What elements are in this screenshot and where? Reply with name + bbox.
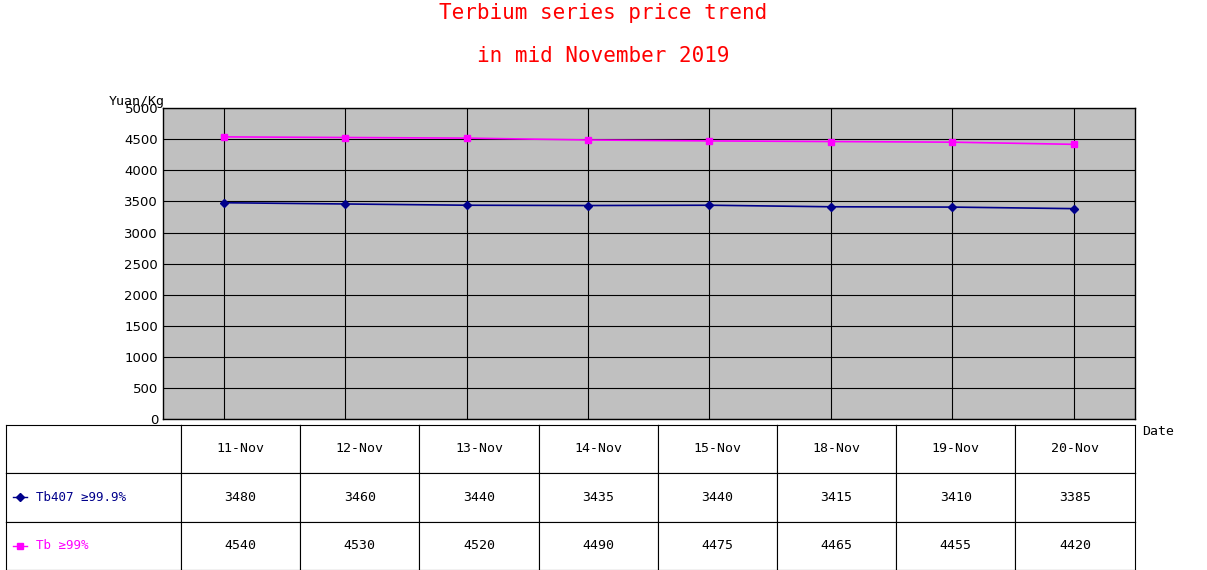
Tb ≥99% (1067, 141, 1081, 148)
Text: 4455: 4455 (940, 539, 972, 552)
Text: 4520: 4520 (463, 539, 495, 552)
Tb ≥99% (581, 137, 595, 144)
Text: 3460: 3460 (344, 491, 375, 504)
Text: 3415: 3415 (821, 491, 852, 504)
Text: 3440: 3440 (463, 491, 495, 504)
Text: 14-Nov: 14-Nov (575, 442, 622, 455)
Line: Tb ≥99%: Tb ≥99% (221, 134, 1077, 147)
Text: 3480: 3480 (225, 491, 257, 504)
Text: 13-Nov: 13-Nov (455, 442, 503, 455)
Text: 3435: 3435 (582, 491, 614, 504)
Tb407 ≥99.9% (216, 200, 231, 206)
Tb407 ≥99.9% (945, 203, 960, 210)
Text: 4475: 4475 (701, 539, 734, 552)
Tb ≥99% (702, 137, 717, 144)
Tb407 ≥99.9% (338, 201, 352, 207)
Text: 4540: 4540 (225, 539, 257, 552)
Text: 3410: 3410 (940, 491, 972, 504)
Text: 3440: 3440 (701, 491, 734, 504)
Text: 20-Nov: 20-Nov (1051, 442, 1100, 455)
Tb ≥99% (945, 139, 960, 145)
Tb ≥99% (216, 133, 231, 140)
Text: Tb ≥99%: Tb ≥99% (36, 539, 88, 552)
Text: Tb407 ≥99.9%: Tb407 ≥99.9% (36, 491, 126, 504)
Tb407 ≥99.9% (1067, 205, 1081, 212)
Tb407 ≥99.9% (702, 202, 717, 209)
Text: 4490: 4490 (582, 539, 614, 552)
Text: Terbium series price trend: Terbium series price trend (439, 3, 768, 23)
Text: 4530: 4530 (344, 539, 375, 552)
Text: 18-Nov: 18-Nov (812, 442, 861, 455)
Tb ≥99% (823, 138, 838, 145)
Text: Date: Date (1142, 425, 1174, 438)
Text: 11-Nov: 11-Nov (216, 442, 264, 455)
Text: in mid November 2019: in mid November 2019 (477, 46, 730, 66)
Text: 15-Nov: 15-Nov (693, 442, 741, 455)
Text: Yuan/Kg: Yuan/Kg (109, 95, 164, 108)
Text: 3385: 3385 (1059, 491, 1091, 504)
Tb ≥99% (338, 134, 352, 141)
Tb407 ≥99.9% (823, 203, 838, 210)
Text: 19-Nov: 19-Nov (932, 442, 980, 455)
Text: 4465: 4465 (821, 539, 852, 552)
Tb407 ≥99.9% (460, 202, 474, 209)
Tb ≥99% (460, 135, 474, 141)
Text: 4420: 4420 (1059, 539, 1091, 552)
Text: 12-Nov: 12-Nov (336, 442, 384, 455)
Tb407 ≥99.9% (581, 202, 595, 209)
Line: Tb407 ≥99.9%: Tb407 ≥99.9% (221, 200, 1077, 211)
